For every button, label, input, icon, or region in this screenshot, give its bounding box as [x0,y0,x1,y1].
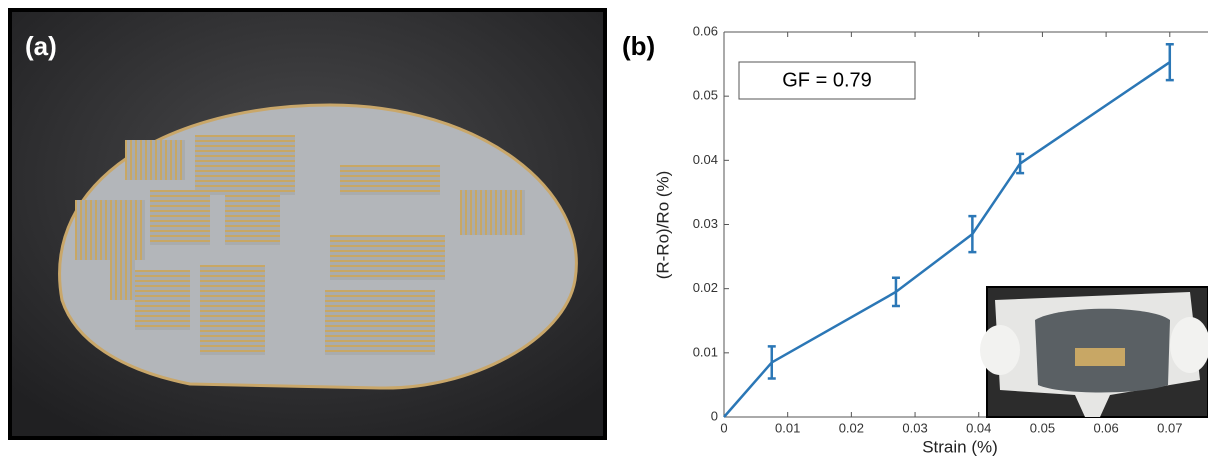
error-bar [768,346,776,378]
y-tick-label: 0.05 [693,88,718,103]
photo-panel: (a) [10,10,605,438]
error-bar [1166,44,1174,80]
y-axis-label: (R-Ro)/Ro (%) [653,171,672,280]
x-tick-label: 0.04 [966,420,991,435]
error-bar [892,278,900,306]
y-tick-label: 0.06 [693,23,718,38]
x-tick-label: 0.07 [1157,420,1182,435]
figure: (a) (b) Strain (%) (R-Ro)/Ro (%) GF = 0.… [0,0,1208,459]
x-axis-label: Strain (%) [922,437,998,456]
panel-label: (b) [622,31,655,61]
y-tick-label: 0.03 [693,216,718,231]
panel-label: (a) [25,31,57,61]
error-bar [1016,154,1024,173]
inset-photo [980,287,1208,417]
y-tick-label: 0.02 [693,280,718,295]
x-tick-label: 0.05 [1030,420,1055,435]
y-tick-label: 0 [711,408,718,423]
x-tick-label: 0.03 [902,420,927,435]
x-tick-label: 0 [720,420,727,435]
x-tick-label: 0.02 [839,420,864,435]
error-bar [968,216,976,252]
y-tick-label: 0.01 [693,344,718,359]
x-tick-label: 0.06 [1093,420,1118,435]
annotation: GF = 0.79 [782,69,872,91]
y-tick-label: 0.04 [693,152,718,167]
x-tick-label: 0.01 [775,420,800,435]
